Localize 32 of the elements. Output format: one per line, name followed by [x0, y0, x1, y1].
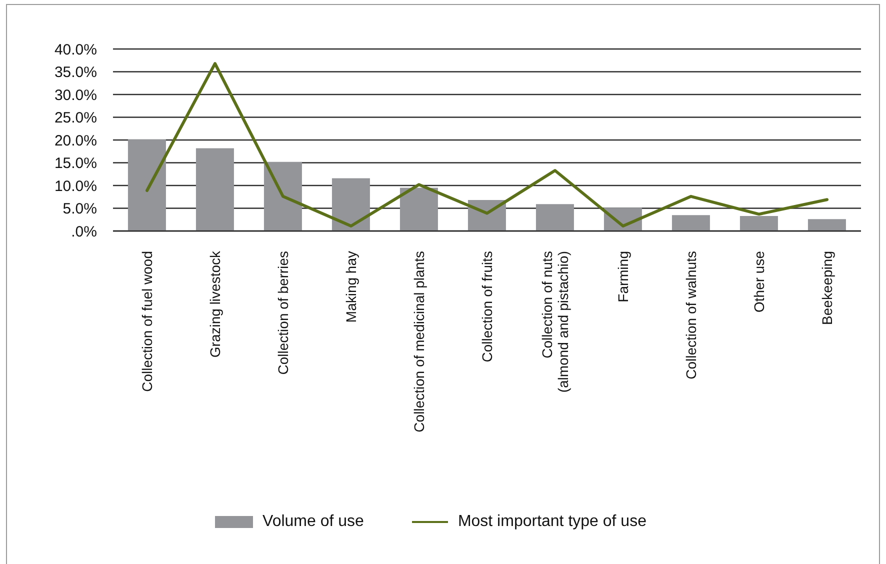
bar [196, 148, 234, 231]
x-tick-label: Collection of medicinal plants [411, 251, 427, 432]
y-tick-label: 25.0% [54, 110, 97, 127]
x-tick-label: Collection of berries [275, 251, 291, 375]
x-tick-label: Making hay [343, 251, 359, 323]
bar [808, 219, 846, 231]
bar [332, 178, 370, 231]
y-tick-label: 35.0% [54, 64, 97, 82]
y-tick-label: 20.0% [54, 132, 97, 150]
y-tick-label: 30.0% [54, 86, 97, 104]
y-tick-label: .0% [71, 223, 97, 240]
x-tick-label: Farming [615, 251, 631, 302]
line-series [146, 62, 828, 228]
y-tick-label: 40.0% [54, 41, 97, 58]
x-tick-label: Other use [751, 250, 767, 312]
x-tick-label: Grazing livestock [207, 250, 223, 358]
bar [264, 162, 302, 231]
legend-label: Volume of use [262, 513, 364, 531]
bar [740, 216, 778, 231]
x-tick-label: Collection of walnuts [683, 251, 699, 380]
legend-label: Most important type of use [458, 513, 646, 531]
x-tick-label: Collection of fuel wood [139, 251, 155, 392]
bar [400, 188, 438, 231]
y-tick-label: 10.0% [54, 178, 97, 195]
bar [128, 140, 166, 231]
x-tick-label: Beekeeping [819, 251, 835, 325]
x-tick-label: Collection of nuts (almond and pistachio) [539, 251, 571, 393]
y-tick-label: 5.0% [62, 200, 97, 218]
y-tick-label: 15.0% [54, 155, 97, 172]
bar [672, 215, 710, 231]
bar [536, 204, 574, 231]
x-tick-label: Collection of fruits [479, 251, 495, 362]
